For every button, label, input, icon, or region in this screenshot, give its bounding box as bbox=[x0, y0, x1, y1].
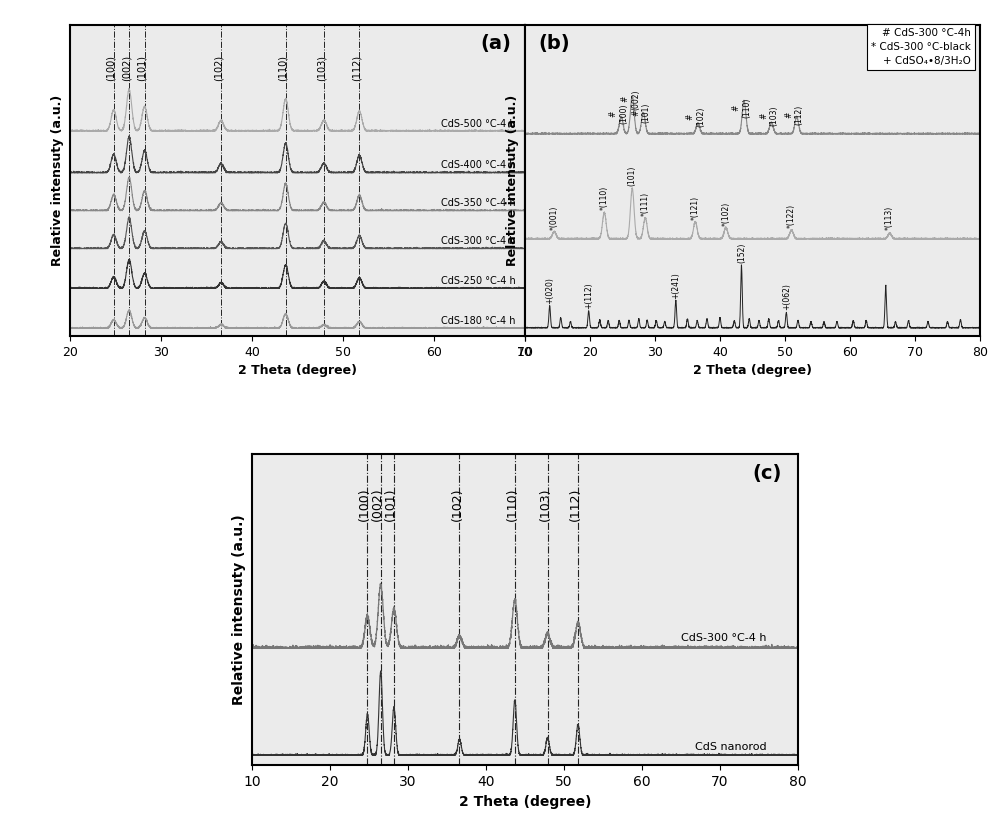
Text: CdS nanorod: CdS nanorod bbox=[695, 742, 767, 752]
Text: (103): (103) bbox=[316, 55, 326, 81]
Text: (112): (112) bbox=[569, 488, 582, 521]
Text: #
(101): # (101) bbox=[631, 102, 650, 123]
Text: (112): (112) bbox=[352, 55, 362, 81]
Text: # CdS-300 °C-4h
* CdS-300 °C-black
+ CdSO₄•8/3H₂O: # CdS-300 °C-4h * CdS-300 °C-black + CdS… bbox=[871, 28, 971, 66]
X-axis label: 2 Theta (degree): 2 Theta (degree) bbox=[459, 795, 591, 809]
Text: CdS-300 °C-4 h: CdS-300 °C-4 h bbox=[441, 236, 516, 246]
Text: *(122): *(122) bbox=[787, 204, 796, 228]
Text: (a): (a) bbox=[480, 34, 511, 53]
Text: #
(112): # (112) bbox=[784, 105, 804, 124]
Text: (c): (c) bbox=[752, 463, 782, 482]
Text: CdS-500 °C-4 h: CdS-500 °C-4 h bbox=[441, 119, 516, 128]
Text: +(020): +(020) bbox=[545, 277, 554, 304]
Text: (102): (102) bbox=[213, 55, 223, 81]
Text: CdS-250 °C-4 h: CdS-250 °C-4 h bbox=[441, 277, 516, 286]
Text: #
(002): # (002) bbox=[621, 89, 640, 109]
Text: CdS-300 °C-4 h: CdS-300 °C-4 h bbox=[681, 633, 767, 643]
Y-axis label: Relative intensuty (a.u.): Relative intensuty (a.u.) bbox=[506, 95, 519, 266]
X-axis label: 2 Theta (degree): 2 Theta (degree) bbox=[238, 365, 357, 377]
Text: (102): (102) bbox=[451, 488, 464, 521]
Text: (103): (103) bbox=[539, 488, 552, 521]
Text: (100): (100) bbox=[358, 488, 371, 521]
Text: #
(103): # (103) bbox=[759, 105, 778, 126]
Text: (b): (b) bbox=[539, 34, 570, 53]
Y-axis label: Relative intensuty (a.u.): Relative intensuty (a.u.) bbox=[232, 514, 246, 705]
Text: #
(100): # (100) bbox=[609, 104, 628, 124]
X-axis label: 2 Theta (degree): 2 Theta (degree) bbox=[693, 365, 812, 377]
Text: *(110): *(110) bbox=[600, 185, 609, 210]
Text: *(111): *(111) bbox=[641, 192, 650, 216]
Text: +(062): +(062) bbox=[782, 283, 791, 310]
Text: (100): (100) bbox=[106, 55, 116, 81]
Text: (110): (110) bbox=[278, 55, 288, 81]
Y-axis label: Relative intensuty (a.u.): Relative intensuty (a.u.) bbox=[51, 95, 64, 266]
Text: #
(102): # (102) bbox=[686, 107, 705, 127]
Text: +(241): +(241) bbox=[671, 272, 680, 299]
Text: (002): (002) bbox=[121, 55, 131, 81]
Text: (110): (110) bbox=[506, 488, 519, 521]
Text: *(121): *(121) bbox=[691, 196, 700, 220]
Text: (101): (101) bbox=[384, 488, 397, 521]
Text: *(102): *(102) bbox=[721, 202, 730, 226]
Text: CdS-180 °C-4 h: CdS-180 °C-4 h bbox=[441, 316, 516, 326]
Text: (101): (101) bbox=[628, 165, 637, 186]
Text: (002): (002) bbox=[371, 488, 384, 521]
Text: CdS-400 °C-4 h: CdS-400 °C-4 h bbox=[441, 160, 516, 170]
Text: (101): (101) bbox=[137, 55, 147, 81]
Text: (152): (152) bbox=[737, 243, 746, 263]
Text: #
(110): # (110) bbox=[732, 98, 751, 118]
Text: +(112): +(112) bbox=[584, 282, 593, 309]
Text: *(113): *(113) bbox=[885, 206, 894, 230]
Text: CdS-350 °C-4 h: CdS-350 °C-4 h bbox=[441, 198, 516, 208]
Text: *(001): *(001) bbox=[550, 206, 559, 230]
